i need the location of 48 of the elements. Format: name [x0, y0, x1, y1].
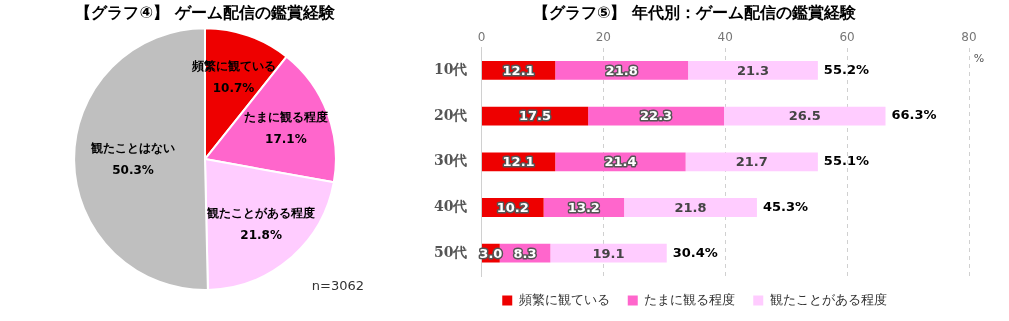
- x-axis-title: %: [973, 52, 985, 66]
- x-tick-label: 40: [717, 29, 733, 44]
- total-label: 55.1%: [823, 153, 869, 169]
- y-tick-label: 40代: [434, 198, 468, 215]
- data-label: 12.1: [502, 62, 535, 78]
- data-label: 26.5: [788, 108, 821, 124]
- bar: [724, 106, 886, 126]
- data-label: 21.8: [605, 62, 638, 78]
- legend-label: 観たことがある程度: [769, 291, 887, 307]
- bar: [550, 243, 667, 263]
- data-label: 12.1: [502, 154, 535, 170]
- y-tick-label: 50代: [434, 243, 468, 260]
- total-label: 45.3%: [762, 198, 809, 214]
- data-label: 22.3: [640, 108, 673, 124]
- chart-title: 【グラフ⑤】 年代別：ゲーム配信の鑑賞経験: [532, 2, 858, 22]
- y-tick-label: 20代: [434, 106, 468, 123]
- data-label: 21.8: [674, 199, 707, 215]
- slice-label: 観たことがある程度: [206, 205, 316, 220]
- total-label: 66.3%: [891, 107, 937, 123]
- slice-label: たまに観る程度: [243, 109, 328, 124]
- data-label: 21.4: [604, 154, 637, 170]
- data-label: 10.2: [496, 199, 529, 215]
- data-label: 17.5: [519, 108, 552, 124]
- legend-label: たまに観る程度: [644, 291, 736, 307]
- data-label: 21.7: [735, 154, 768, 170]
- total-label: 55.2%: [823, 61, 869, 77]
- data-label: 10.7%: [212, 80, 255, 95]
- chart-title: 【グラフ④】 ゲーム配信の鑑賞経験: [75, 2, 336, 22]
- x-tick-label: 0: [477, 29, 486, 44]
- x-tick-label: 80: [961, 29, 977, 44]
- y-tick-label: 30代: [434, 152, 468, 169]
- data-label: 21.8%: [240, 227, 282, 242]
- data-label: 8.3: [513, 245, 537, 261]
- text: n=3062: [311, 277, 364, 293]
- data-label: 21.3: [736, 62, 770, 78]
- slice-label: 観たことはない: [90, 141, 176, 156]
- y-tick-label: 10代: [434, 61, 468, 78]
- data-label: 17.1%: [265, 131, 307, 146]
- x-tick-label: 20: [595, 29, 611, 44]
- data-label: 13.2: [567, 199, 600, 215]
- bar: [685, 152, 818, 172]
- bar: [688, 61, 818, 80]
- total-label: 30.4%: [672, 244, 718, 260]
- data-label: 19.1: [592, 245, 625, 261]
- legend-label: 頻繁に観ている: [518, 291, 610, 307]
- bar: [624, 198, 757, 217]
- data-label: 50.3%: [112, 163, 154, 178]
- x-tick-label: 60: [839, 29, 855, 44]
